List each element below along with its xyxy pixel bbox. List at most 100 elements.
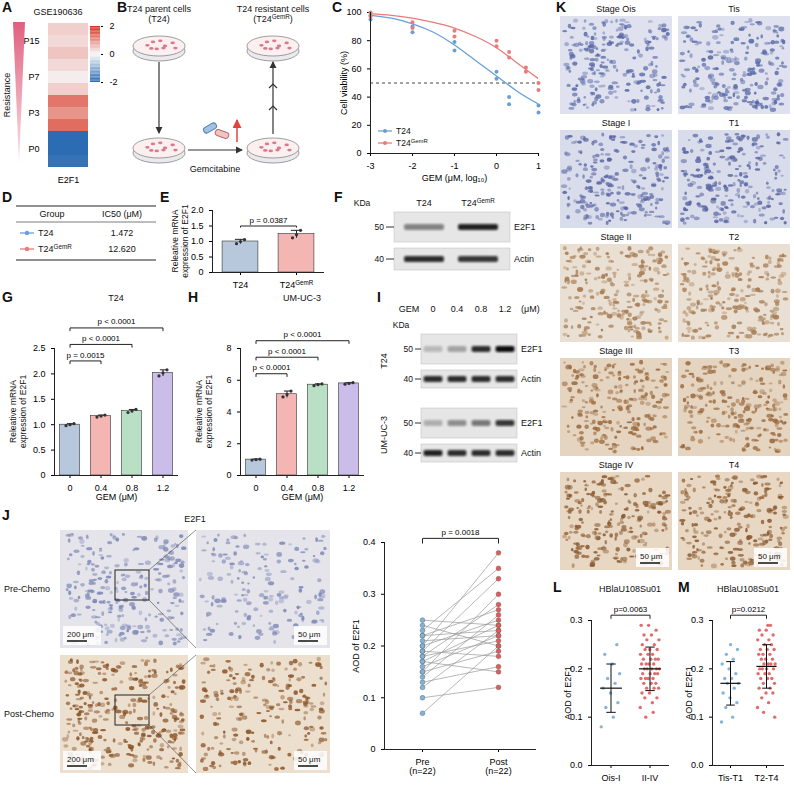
svg-text:Stage IV: Stage IV [599, 460, 634, 470]
svg-text:p = 0.0387: p = 0.0387 [249, 216, 288, 225]
svg-text:100: 100 [346, 7, 361, 17]
svg-text:T24: T24 [233, 280, 249, 290]
svg-text:P0: P0 [28, 144, 39, 154]
svg-text:2.5: 2.5 [33, 343, 46, 353]
svg-text:AOD of E2F1: AOD of E2F1 [351, 619, 361, 673]
svg-text:2.0: 2.0 [191, 205, 204, 215]
svg-text:p < 0.0001: p < 0.0001 [97, 317, 136, 326]
svg-text:0: 0 [226, 470, 231, 480]
svg-text:200 μm: 200 μm [67, 755, 94, 764]
svg-text:(μM): (μM) [521, 304, 540, 314]
svg-text:UM-UC-3: UM-UC-3 [283, 293, 321, 303]
svg-text:50: 50 [375, 222, 385, 232]
svg-text:50: 50 [404, 418, 414, 428]
svg-text:B: B [117, 0, 127, 15]
svg-text:p < 0.0001: p < 0.0001 [283, 330, 322, 339]
svg-text:1.472: 1.472 [111, 228, 134, 238]
svg-text:Stage I: Stage I [602, 118, 631, 128]
svg-text:0: 0 [198, 267, 203, 277]
svg-text:Tis-T1: Tis-T1 [718, 773, 743, 783]
svg-text:0: 0 [67, 483, 72, 493]
svg-text:Releative mRNA: Releative mRNA [170, 209, 180, 272]
svg-text:Gemcitabine: Gemcitabine [190, 164, 241, 174]
svg-text:0: 0 [494, 161, 499, 171]
svg-text:KDa: KDa [354, 198, 371, 208]
svg-text:0.3: 0.3 [691, 615, 704, 625]
svg-text:E2F1: E2F1 [58, 175, 80, 185]
svg-text:Stage III: Stage III [599, 346, 633, 356]
svg-text:T24: T24 [396, 126, 411, 136]
svg-text:40: 40 [404, 374, 414, 384]
svg-text:GEM (μM): GEM (μM) [96, 492, 138, 502]
svg-text:p < 0.0001: p < 0.0001 [252, 363, 291, 372]
svg-text:I: I [377, 289, 381, 305]
svg-text:0: 0 [430, 304, 435, 314]
svg-text:T24GemR: T24GemR [461, 197, 495, 209]
svg-text:1.2: 1.2 [499, 304, 512, 314]
svg-text:Stage II: Stage II [600, 232, 631, 242]
svg-text:E2F1: E2F1 [521, 344, 543, 354]
svg-text:E2F1: E2F1 [521, 418, 543, 428]
svg-text:0: 0 [370, 744, 375, 754]
svg-text:0.3: 0.3 [570, 615, 583, 625]
svg-text:T24: T24 [38, 228, 54, 238]
svg-text:H: H [188, 289, 198, 305]
svg-text:II-IV: II-IV [642, 773, 659, 783]
svg-text:Actin: Actin [521, 448, 541, 458]
svg-text:50 μm: 50 μm [758, 552, 781, 561]
svg-text:1.5: 1.5 [33, 394, 46, 404]
svg-text:AOD of E2F1: AOD of E2F1 [684, 666, 694, 720]
svg-text:(T24): (T24) [148, 14, 170, 24]
svg-text:GEM (μM): GEM (μM) [282, 492, 324, 502]
svg-text:Pre(n=22): Pre(n=22) [409, 757, 435, 776]
svg-text:T2: T2 [729, 232, 740, 242]
svg-text:40: 40 [404, 448, 414, 458]
svg-text:Ois-I: Ois-I [602, 773, 621, 783]
svg-text:0.4: 0.4 [451, 304, 464, 314]
svg-text:20: 20 [351, 120, 361, 130]
svg-text:Releative mRNA: Releative mRNA [8, 380, 18, 443]
svg-text:Resistance: Resistance [2, 73, 12, 118]
svg-text:T24: T24 [416, 198, 432, 208]
svg-text:T24 parent cells: T24 parent cells [127, 4, 192, 14]
svg-text:HBlaU108Su01: HBlaU108Su01 [599, 584, 661, 594]
svg-text:-2: -2 [110, 77, 118, 87]
svg-text:0.0: 0.0 [691, 760, 704, 770]
svg-text:P3: P3 [28, 108, 39, 118]
svg-text:50: 50 [404, 344, 414, 354]
svg-text:P15: P15 [23, 36, 39, 46]
svg-text:2: 2 [226, 439, 231, 449]
svg-text:0.4: 0.4 [363, 537, 376, 547]
svg-text:expression of E2F1: expression of E2F1 [18, 375, 28, 449]
svg-text:T2-T4: T2-T4 [754, 773, 778, 783]
svg-text:0.2: 0.2 [363, 641, 376, 651]
svg-text:1.0: 1.0 [191, 236, 204, 246]
svg-text:-1: -1 [450, 161, 458, 171]
svg-text:T24 resistant cells: T24 resistant cells [237, 4, 310, 14]
svg-text:Post(n=22): Post(n=22) [485, 757, 511, 776]
svg-text:T3: T3 [729, 346, 740, 356]
svg-text:2: 2 [110, 21, 115, 31]
svg-text:Releative mRNA: Releative mRNA [194, 380, 204, 443]
svg-text:Pre-Chemo: Pre-Chemo [4, 584, 50, 594]
svg-text:T24GemR: T24GemR [396, 138, 429, 148]
svg-text:-2: -2 [408, 161, 416, 171]
svg-text:p=0.0063: p=0.0063 [614, 605, 648, 614]
svg-text:D: D [2, 189, 12, 205]
svg-text:p=0.0212: p=0.0212 [732, 605, 766, 614]
svg-text:UM-UC-3: UM-UC-3 [379, 416, 389, 454]
svg-text:T4: T4 [729, 460, 740, 470]
svg-text:K: K [556, 0, 566, 15]
svg-text:P7: P7 [28, 72, 39, 82]
svg-text:KDa: KDa [393, 320, 410, 330]
svg-text:0.1: 0.1 [363, 693, 376, 703]
svg-text:T24: T24 [108, 293, 124, 303]
svg-text:p = 0.0015: p = 0.0015 [66, 351, 105, 360]
svg-text:50 μm: 50 μm [298, 630, 321, 639]
svg-text:0.8: 0.8 [475, 304, 488, 314]
svg-text:0.0: 0.0 [570, 760, 583, 770]
svg-text:F: F [334, 189, 343, 205]
svg-text:1.2: 1.2 [157, 483, 170, 493]
svg-text:Stage Ois: Stage Ois [596, 4, 636, 14]
svg-text:p < 0.0001: p < 0.0001 [268, 347, 307, 356]
